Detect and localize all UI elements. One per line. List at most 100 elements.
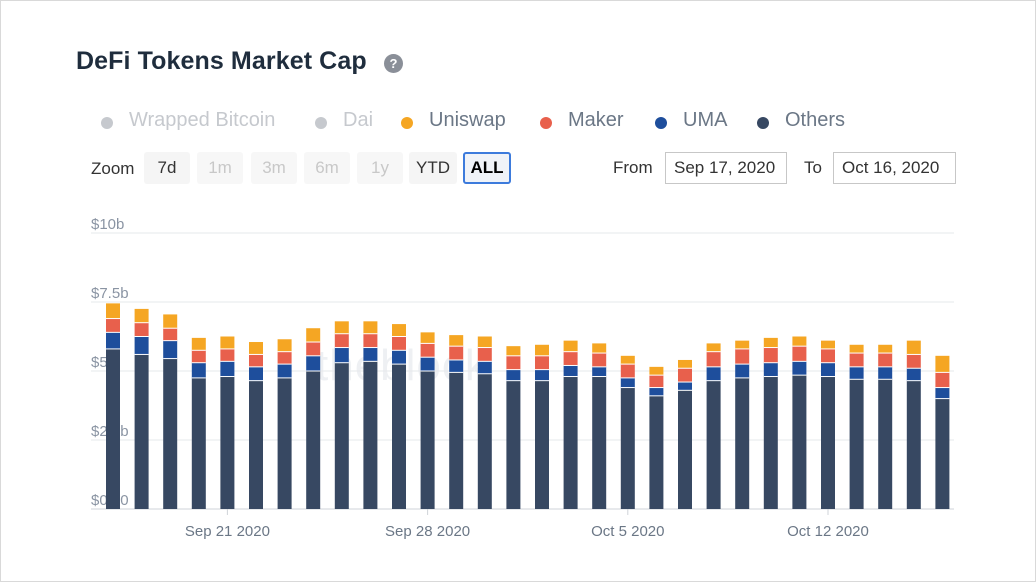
- y-tick-label: $10b: [91, 216, 124, 233]
- bar-segment: [763, 347, 778, 363]
- bar-segment: [849, 379, 864, 509]
- bar-segment: [649, 366, 664, 376]
- bar-segment: [935, 387, 950, 399]
- bar-segment: [821, 376, 835, 509]
- bar-segment: [191, 362, 206, 378]
- bar-segment: [163, 314, 178, 329]
- legend-dot-icon: [655, 117, 667, 129]
- bar-segment: [878, 344, 893, 354]
- bar-segment: [334, 333, 349, 348]
- legend-label: Wrapped Bitcoin: [129, 109, 276, 131]
- bar-segment: [821, 362, 835, 377]
- bar-segment: [477, 347, 492, 362]
- legend-dot-icon: [401, 117, 413, 129]
- bar-segment: [735, 340, 750, 349]
- bar-segment: [878, 379, 893, 509]
- x-tick-label: Sep 21 2020: [185, 523, 270, 540]
- bar-segment: [792, 361, 807, 376]
- legend-label: Others: [785, 109, 846, 131]
- bar-segment: [678, 368, 692, 383]
- bar-segment: [449, 335, 464, 347]
- bar-segment: [592, 376, 607, 509]
- bar-segment: [477, 336, 492, 348]
- legend-dot-icon: [101, 117, 113, 129]
- bar-segment: [678, 359, 692, 369]
- bar-segment: [363, 361, 378, 509]
- zoom-button-6m[interactable]: 6m: [304, 152, 350, 184]
- bar-segment: [535, 380, 549, 509]
- bar-segment: [563, 365, 578, 377]
- bar-segment: [363, 321, 378, 334]
- bar-segment: [649, 395, 664, 509]
- bar-segment: [706, 351, 721, 367]
- bar-segment: [649, 375, 664, 388]
- bar-segment: [706, 343, 721, 352]
- bar-segment: [763, 376, 778, 509]
- bar-segment: [620, 355, 635, 365]
- bar-segment: [678, 390, 692, 509]
- zoom-button-ytd[interactable]: YTD: [409, 152, 457, 184]
- bar-segment: [678, 382, 692, 391]
- x-tick-label: Oct 5 2020: [591, 523, 664, 540]
- bar-segment: [592, 366, 607, 377]
- bar-segment: [620, 387, 635, 509]
- bar-segment: [363, 333, 378, 348]
- bar-segment: [363, 347, 378, 362]
- zoom-button-3m[interactable]: 3m: [251, 152, 297, 184]
- to-label: To: [804, 158, 822, 177]
- bar-segment: [735, 364, 750, 378]
- bar-segment: [334, 362, 349, 509]
- legend-dot-icon: [757, 117, 769, 129]
- bar-segment: [277, 377, 292, 509]
- bar-segment: [906, 340, 921, 355]
- bar-segment: [220, 336, 235, 349]
- bar-segment: [592, 353, 607, 367]
- bar-segment: [849, 366, 864, 380]
- bar-segment: [878, 353, 893, 367]
- bar-segment: [763, 337, 778, 348]
- legend-label: Maker: [568, 109, 624, 131]
- bar-segment: [220, 376, 235, 509]
- bar-segment: [449, 372, 464, 509]
- bar-segment: [449, 346, 464, 360]
- x-tick-label: Sep 28 2020: [385, 523, 470, 540]
- bar-segment: [506, 355, 521, 370]
- bar-segment: [763, 362, 778, 377]
- from-date-input[interactable]: Sep 17, 2020: [665, 152, 787, 184]
- bar-segment: [420, 332, 435, 344]
- zoom-button-7d[interactable]: 7d: [144, 152, 190, 184]
- zoom-button-1m[interactable]: 1m: [197, 152, 243, 184]
- bar-segment: [563, 340, 578, 352]
- chart-title: DeFi Tokens Market Cap: [76, 47, 367, 75]
- bar-segment: [821, 340, 835, 349]
- bar-segment: [420, 343, 435, 358]
- from-label: From: [613, 158, 653, 177]
- legend-label: Dai: [343, 109, 374, 131]
- bar-segment: [935, 355, 950, 373]
- bar-segment: [334, 347, 349, 363]
- bar-segment: [735, 377, 750, 509]
- bar-segment: [906, 354, 921, 369]
- bar-segment: [735, 348, 750, 365]
- bar-segment: [506, 346, 521, 356]
- legend-dot-icon: [540, 117, 552, 129]
- bar-segment: [792, 346, 807, 362]
- question-circle-icon[interactable]: ?: [384, 54, 403, 73]
- bar-segment: [706, 366, 721, 381]
- bar-segment: [191, 377, 206, 509]
- bar-segment: [563, 376, 578, 509]
- to-date-input[interactable]: Oct 16, 2020: [833, 152, 956, 184]
- bar-segment: [449, 359, 464, 373]
- zoom-button-all[interactable]: ALL: [463, 152, 511, 184]
- bar-segment: [506, 380, 521, 509]
- bar-segment: [106, 332, 120, 349]
- bar-segment: [563, 351, 578, 366]
- bar-segment: [191, 337, 206, 351]
- bar-segment: [392, 336, 406, 351]
- bar-segment: [134, 354, 149, 509]
- zoom-button-1y[interactable]: 1y: [357, 152, 403, 184]
- bar-segment: [134, 336, 149, 355]
- bar-segment: [906, 368, 921, 381]
- bar-segment: [706, 380, 721, 509]
